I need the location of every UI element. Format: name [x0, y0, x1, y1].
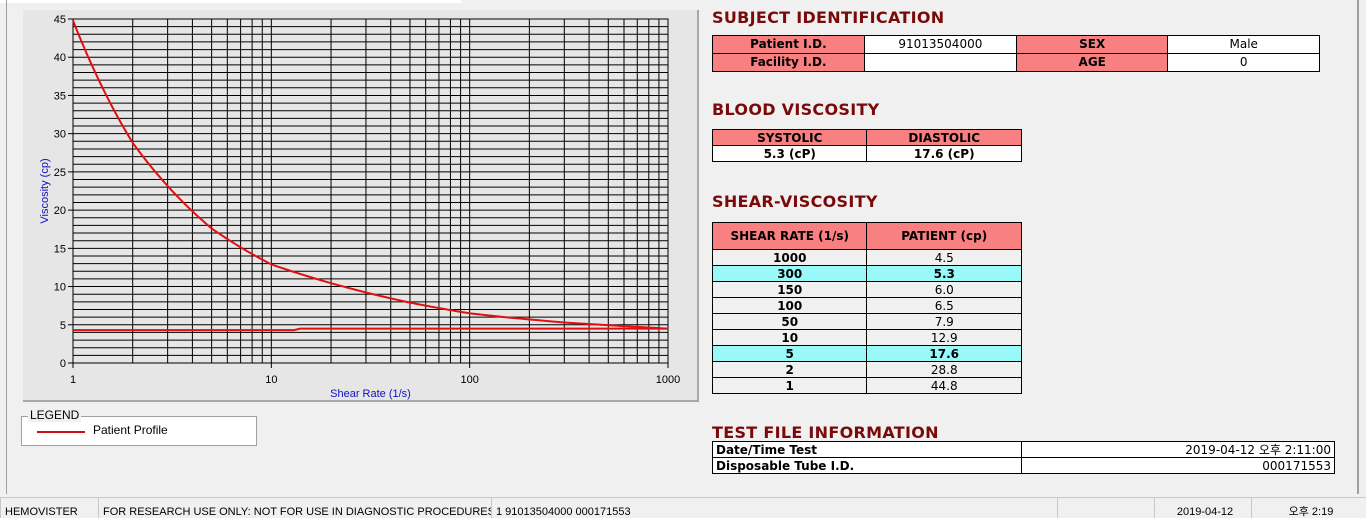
- legend-line-swatch: [37, 431, 85, 433]
- status-app-name: HEMOVISTER: [0, 497, 98, 518]
- legend-entry: Patient Profile: [93, 423, 168, 437]
- sex-value: Male: [1167, 35, 1320, 54]
- age-label: AGE: [1015, 53, 1169, 72]
- y-axis-label: Viscosity (cp): [39, 158, 51, 223]
- viscosity-chart-panel: 0 5 10 15 20 25 30 35 40 45 1 10 100 1000 Shear Rate (…: [23, 10, 699, 402]
- y-tick-label: 20: [54, 205, 66, 217]
- patient-cp-cell: 17.6: [866, 345, 1022, 362]
- status-empty: [1057, 497, 1154, 518]
- patient-cp-cell: 6.5: [866, 297, 1022, 314]
- shear-row: 10 12.9: [711, 329, 1022, 346]
- y-tick-label: 10: [54, 282, 66, 294]
- tube-id-label: Disposable Tube I.D.: [712, 457, 1022, 474]
- status-notice: FOR RESEARCH USE ONLY: NOT FOR USE IN DI…: [98, 497, 491, 518]
- patient-cp-cell: 12.9: [866, 329, 1022, 346]
- shear-row: 2 28.8: [711, 361, 1022, 378]
- blood-viscosity-title: BLOOD VISCOSITY: [712, 100, 880, 119]
- viscosity-chart: 0 5 10 15 20 25 30 35 40 45 1 10 100 1000 Shear Rate (…: [39, 14, 680, 400]
- shear-rate-cell: 10: [711, 329, 868, 346]
- left-border: [6, 0, 7, 494]
- shear-rate-cell: 1000: [711, 249, 868, 266]
- series-line: [73, 327, 668, 332]
- x-tick-label: 1: [70, 374, 76, 386]
- plot-area: [72, 18, 669, 364]
- status-bar: HEMOVISTER FOR RESEARCH USE ONLY: NOT FO…: [0, 497, 1366, 518]
- y-tick-label: 5: [60, 320, 66, 332]
- shear-row: 5 17.6: [711, 345, 1022, 362]
- x-tick-label: 1000: [656, 374, 680, 386]
- test-file-title: TEST FILE INFORMATION: [712, 423, 939, 442]
- shear-row: 1 44.8: [711, 377, 1022, 394]
- sex-label: SEX: [1015, 35, 1169, 54]
- y-tick-label: 30: [54, 129, 66, 141]
- subject-title: SUBJECT IDENTIFICATION: [712, 8, 945, 27]
- datetime-label: Date/Time Test: [712, 441, 1022, 458]
- y-tick-label: 15: [54, 243, 66, 255]
- tube-id-value: 000171553: [1021, 457, 1335, 474]
- patient-cp-cell: 6.0: [866, 281, 1022, 298]
- status-file-info: 1 91013504000 000171553: [491, 497, 1057, 518]
- patient-cp-cell: 4.5: [866, 249, 1022, 266]
- diastolic-value: 17.6 (cP): [866, 145, 1022, 162]
- right-border: [1357, 0, 1359, 494]
- shear-row: 50 7.9: [711, 313, 1022, 330]
- shear-row: 150 6.0: [711, 281, 1022, 298]
- patient-cp-cell: 7.9: [866, 313, 1022, 330]
- shear-rate-cell: 100: [711, 297, 868, 314]
- patient-cp-header: PATIENT (cp): [866, 222, 1022, 250]
- y-tick-label: 40: [54, 52, 66, 64]
- shear-row: 1000 4.5: [711, 249, 1022, 266]
- patient-cp-cell: 28.8: [866, 361, 1022, 378]
- age-value: 0: [1167, 53, 1320, 72]
- y-tick-label: 0: [60, 358, 66, 370]
- shear-rate-cell: 300: [711, 265, 868, 282]
- y-tick-label: 45: [54, 14, 66, 26]
- shear-row: 100 6.5: [711, 297, 1022, 314]
- y-tick-label: 35: [54, 90, 66, 102]
- x-axis-label: Shear Rate (1/s): [330, 388, 411, 400]
- patient-cp-cell: 5.3: [866, 265, 1022, 282]
- facility-id-value: [863, 53, 1017, 72]
- x-tick-label: 10: [265, 374, 277, 386]
- shear-rate-cell: 5: [711, 345, 868, 362]
- systolic-value: 5.3 (cP): [711, 145, 868, 162]
- datetime-value: 2019-04-12 오후 2:11:00: [1021, 441, 1335, 458]
- shear-rate-header: SHEAR RATE (1/s): [711, 222, 868, 250]
- patient-id-value: 91013504000: [863, 35, 1017, 54]
- shear-rate-cell: 50: [711, 313, 868, 330]
- shear-rate-cell: 2: [711, 361, 868, 378]
- legend-title: LEGEND: [28, 408, 82, 422]
- diastolic-label: DIASTOLIC: [866, 129, 1022, 146]
- top-strip: [0, 0, 462, 3]
- test-file-table: Date/Time Test 2019-04-12 오후 2:11:00 Dis…: [712, 441, 1335, 474]
- facility-id-label: Facility I.D.: [712, 53, 865, 72]
- shear-viscosity-title: SHEAR-VISCOSITY: [712, 192, 878, 211]
- series-line: [72, 20, 669, 330]
- status-date: 2019-04-12: [1154, 497, 1251, 518]
- shear-rate-cell: 1: [711, 377, 868, 394]
- x-tick-label: 100: [460, 374, 478, 386]
- patient-cp-cell: 44.8: [866, 377, 1022, 394]
- patient-id-label: Patient I.D.: [712, 35, 865, 54]
- shear-row: 300 5.3: [711, 265, 1022, 282]
- subject-table: Patient I.D. 91013504000 SEX Male Facili…: [712, 35, 1320, 72]
- shear-viscosity-table: SHEAR RATE (1/s) PATIENT (cp) 1000 4.5 300…: [711, 222, 1022, 394]
- status-time: 오후 2:19: [1251, 497, 1366, 518]
- systolic-label: SYSTOLIC: [711, 129, 868, 146]
- y-tick-label: 25: [54, 167, 66, 179]
- blood-viscosity-table: SYSTOLIC DIASTOLIC 5.3 (cP) 17.6 (cP): [711, 129, 1022, 162]
- shear-rate-cell: 150: [711, 281, 868, 298]
